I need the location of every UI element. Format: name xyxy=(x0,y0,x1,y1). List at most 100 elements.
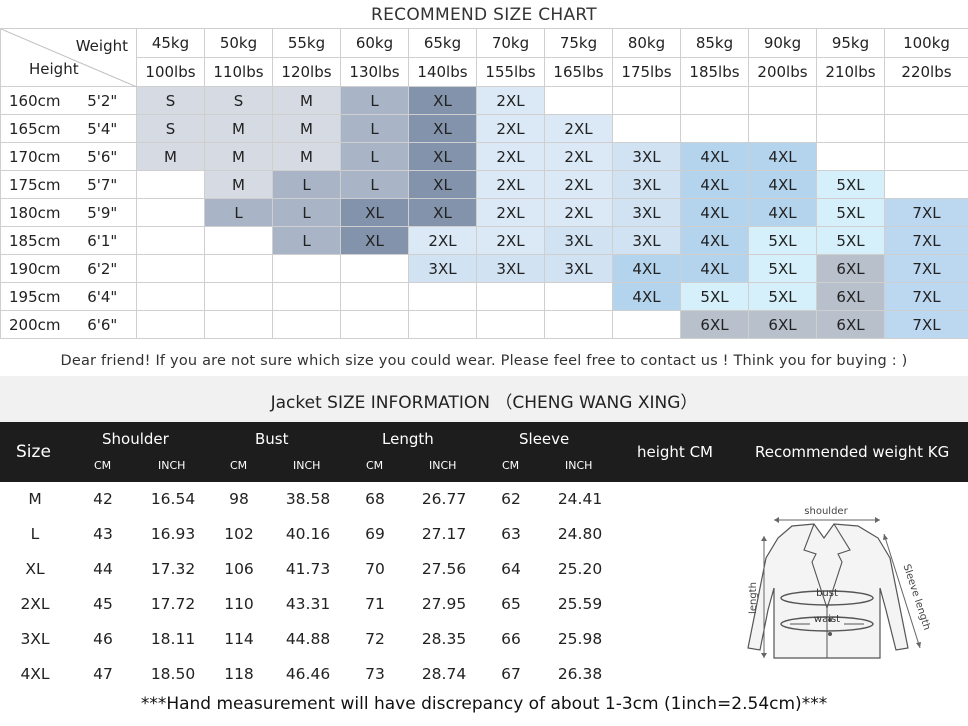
size-cell: 2XL xyxy=(544,198,613,227)
size-cell: 5XL xyxy=(816,170,885,199)
size-cell: 6XL xyxy=(816,282,885,311)
jacket-measure-value: 62 xyxy=(501,490,521,508)
size-cell xyxy=(816,86,885,115)
size-cell: 7XL xyxy=(884,282,968,311)
contact-note: Dear friend! If you are not sure which s… xyxy=(0,346,968,377)
height-row: 180cm 5'9" L L XL XL 2XL 2XL 3XL 4XL 4XL 5XL 7XL xyxy=(0,198,968,227)
size-cell xyxy=(884,142,968,171)
weight-kg-header: 95kg xyxy=(816,28,885,58)
size-cell xyxy=(476,282,545,311)
size-cell: XL xyxy=(340,198,409,227)
height-row: 165cm 5'4" S M M L XL 2XL 2XL xyxy=(0,114,968,143)
size-cell xyxy=(340,282,409,311)
weight-lbs-row: 100lbs 110lbs 120lbs 130lbs 140lbs 155lbs 165l… xyxy=(1,57,968,87)
size-cell: XL xyxy=(340,226,409,255)
corner-header: Weight Height xyxy=(0,28,137,87)
jacket-measure-value: 17.72 xyxy=(150,595,196,613)
size-cell: L xyxy=(340,86,409,115)
jacket-measure-value: 64 xyxy=(501,560,521,578)
weight-lbs-header: 130lbs xyxy=(340,57,409,87)
weight-label: Weight xyxy=(75,37,128,55)
jacket-header: Size Shoulder Bust Length Sleeve CM INCH… xyxy=(0,422,968,482)
height-cm: 175cm xyxy=(0,170,69,199)
size-cell xyxy=(884,114,968,143)
size-cell: 3XL xyxy=(476,254,545,283)
bust-header: Bust xyxy=(255,430,289,448)
size-cell: 4XL xyxy=(748,142,817,171)
size-cell: M xyxy=(204,114,273,143)
sleeve-header: Sleeve xyxy=(519,430,570,448)
jacket-measurement-figure: shoulder bust waist length Sleeve length xyxy=(730,498,932,682)
jacket-size: XL xyxy=(25,560,45,578)
size-cell: M xyxy=(272,142,341,171)
height-row: 175cm 5'7" M L L XL 2XL 2XL 3XL 4XL 4XL 5XL xyxy=(0,170,968,199)
height-ft: 6'6" xyxy=(68,310,137,339)
size-cell: S xyxy=(204,86,273,115)
jacket-size-row: M 42 16.54 98 38.58 68 26.77 62 24.41 xyxy=(0,482,620,517)
size-cell: XL xyxy=(408,114,477,143)
jacket-measure-value: 18.11 xyxy=(150,630,196,648)
size-cell xyxy=(612,114,681,143)
jacket-measure-value: 27.95 xyxy=(421,595,467,613)
weight-lbs-header: 210lbs xyxy=(816,57,885,87)
size-cell xyxy=(408,282,477,311)
size-cell xyxy=(204,310,273,339)
jacket-measure-value: 98 xyxy=(229,490,249,508)
jacket-measure-value: 67 xyxy=(501,665,521,683)
height-cm: 180cm xyxy=(0,198,69,227)
jacket-measure-value: 27.56 xyxy=(421,560,467,578)
jacket-measure-value: 28.35 xyxy=(421,630,467,648)
jacket-title-band xyxy=(0,376,968,422)
jacket-measure-value: 44.88 xyxy=(285,630,331,648)
size-cell xyxy=(204,226,273,255)
jacket-measure-value: 106 xyxy=(224,560,254,578)
size-cell: 4XL xyxy=(680,170,749,199)
size-cell: L xyxy=(340,114,409,143)
jacket-measure-value: 66 xyxy=(501,630,521,648)
size-cell: L xyxy=(204,198,273,227)
size-cell xyxy=(884,86,968,115)
size-cell: L xyxy=(340,170,409,199)
jacket-measure-value: 25.98 xyxy=(557,630,603,648)
size-cell xyxy=(816,114,885,143)
height-row: 170cm 5'6" M M M L XL 2XL 2XL 3XL 4XL 4XL xyxy=(0,142,968,171)
jacket-measure-value: 102 xyxy=(224,525,254,543)
size-cell: 5XL xyxy=(748,282,817,311)
size-cell: 5XL xyxy=(748,226,817,255)
size-cell xyxy=(884,170,968,199)
jacket-size-row: L 43 16.93 102 40.16 69 27.17 63 24.80 xyxy=(0,517,620,552)
size-cell: M xyxy=(204,142,273,171)
size-cell xyxy=(136,170,205,199)
jacket-measure-value: 17.32 xyxy=(150,560,196,578)
recommend-size-table: Weight Height 45kg 50kg 55kg 60kg 65kg 70kg 75kg… xyxy=(0,28,968,339)
size-cell: XL xyxy=(408,198,477,227)
size-cell: 3XL xyxy=(612,142,681,171)
size-cell: 3XL xyxy=(612,170,681,199)
size-cell: 5XL xyxy=(748,254,817,283)
size-cell xyxy=(136,198,205,227)
jacket-measure-value: 110 xyxy=(224,595,254,613)
size-cell: S xyxy=(136,86,205,115)
size-cell: 4XL xyxy=(680,254,749,283)
weight-kg-header: 70kg xyxy=(476,28,545,58)
height-ft: 5'9" xyxy=(68,198,137,227)
bust-cm-unit: CM xyxy=(230,459,248,472)
size-cell: M xyxy=(272,114,341,143)
size-cell: 2XL xyxy=(544,142,613,171)
jacket-measure-value: 45 xyxy=(93,595,113,613)
size-cell xyxy=(136,310,205,339)
size-cell: L xyxy=(272,226,341,255)
height-ft: 5'4" xyxy=(68,114,137,143)
size-cell xyxy=(612,86,681,115)
size-cell: 3XL xyxy=(612,226,681,255)
weight-kg-header: 50kg xyxy=(204,28,273,58)
height-row: 195cm 6'4" 4XL 5XL 5XL 6XL 7XL xyxy=(0,282,968,311)
height-cm: 200cm xyxy=(0,310,69,339)
size-cell: 2XL xyxy=(476,170,545,199)
height-row: 185cm 6'1" L XL 2XL 2XL 3XL 3XL 4XL 5XL 5XL 7XL xyxy=(0,226,968,255)
waist-label: waist xyxy=(814,614,840,625)
height-ft: 5'2" xyxy=(68,86,137,115)
size-cell: 3XL xyxy=(544,226,613,255)
jacket-measure-value: 71 xyxy=(365,595,385,613)
jacket-measure-value: 68 xyxy=(365,490,385,508)
